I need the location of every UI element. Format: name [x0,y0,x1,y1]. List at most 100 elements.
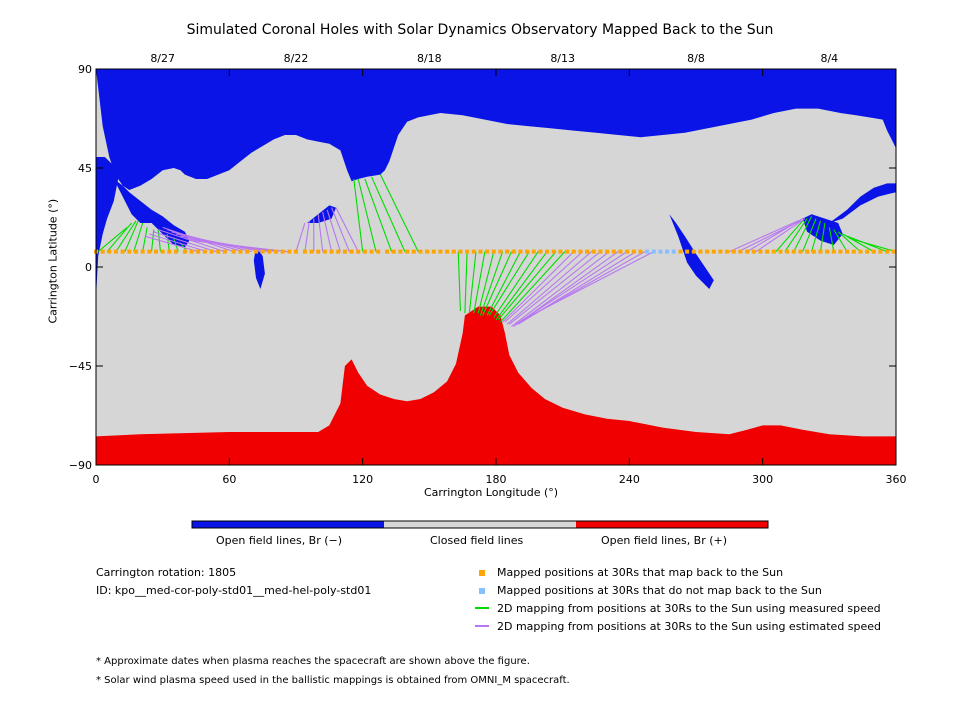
mapped-position-point-92 [751,249,756,254]
mapped-position-point-67 [551,249,556,254]
measured-mapping-line-14 [371,176,406,252]
mapped-position-point-52 [451,249,456,254]
colorbar-frame [191,520,769,529]
mapped-position-point-69 [565,249,570,254]
unmapped-position-point-3 [665,249,670,254]
estimated-mapping-line-2 [153,231,217,253]
colorbar-label-open-negative: Open field lines, Br (−) [216,534,343,547]
estimated-mapping-line-22 [508,251,601,325]
unmapped-position-point-1 [651,249,656,254]
legend-swatch-mapped [479,570,485,576]
estimated-mapping-line-29 [729,220,799,253]
mapped-position-point-20 [231,249,236,254]
measured-mapping-line-2 [115,220,137,252]
measured-mapping-line-13 [364,178,393,252]
measured-mapping-line-16 [457,251,461,312]
unmapped-position-point-0 [645,249,650,254]
x-tick-label-6: 360 [886,473,907,486]
mapped-position-point-103 [825,249,830,254]
mapped-position-point-82 [685,249,690,254]
legend-label-measured: 2D mapping from positions at 30Rs to the… [497,602,881,615]
x-tick-label-0: 0 [93,473,100,486]
x-tick-label-2: 120 [352,473,373,486]
mapped-position-point-40 [369,249,374,254]
mapped-position-point-56 [478,249,483,254]
mapped-position-point-45 [405,249,410,254]
estimated-mapping-line-31 [746,218,803,253]
unmapped-position-point-4 [671,249,676,254]
measured-mapping-line-31 [793,216,813,252]
measured-mapping-line-22 [482,251,513,316]
mapped-position-point-60 [505,249,510,254]
mapped-position-point-30 [302,249,307,254]
mapped-position-point-85 [705,249,710,254]
estimated-mapping-line-21 [506,251,592,325]
y-tick-label-0: 90 [78,63,92,76]
open-field-patch-6 [829,183,896,223]
x-tick-label-3: 180 [486,473,507,486]
mapped-position-point-7 [140,249,145,254]
y-tick-label-1: 45 [78,162,92,175]
mapped-position-point-46 [411,249,416,254]
mapped-position-point-29 [294,249,298,254]
y-tick-label-2: 0 [85,261,92,274]
date-tick-label-4: 8/8 [687,52,705,65]
mapped-position-point-48 [425,249,430,254]
measured-mapping-line-1 [106,222,132,252]
measured-mapping-line-17 [464,251,468,314]
mapped-position-point-51 [445,249,450,254]
y-tick-label-4: −90 [69,459,92,472]
measured-mapping-line-30 [784,218,808,252]
measured-mapping-line-29 [775,220,804,252]
mapped-position-point-3 [114,249,118,254]
mapped-position-point-68 [558,249,563,254]
measured-mapping-line-6 [151,229,155,252]
mapped-position-point-24 [260,249,265,254]
mapped-position-point-22 [245,249,250,254]
mapped-position-point-112 [885,249,890,254]
measured-mapping-line-18 [468,251,477,314]
measured-mapping-line-32 [802,218,817,252]
mapped-position-point-59 [498,249,503,254]
mapped-position-point-75 [605,249,610,254]
mapped-position-point-110 [871,249,876,254]
mapped-position-point-71 [578,249,583,254]
mapped-position-point-94 [765,249,770,254]
colorbar-segment-1 [384,521,576,528]
x-axis-label: Carrington Longitude (°) [424,486,559,499]
mapped-position-point-16 [202,249,207,254]
mapped-position-point-49 [431,249,436,254]
estimated-mapping-line-11 [295,222,306,252]
measured-mapping-line-36 [833,229,848,252]
legend-label-not-mapped: Mapped positions at 30Rs that do not map… [497,584,822,597]
mapped-position-point-8 [147,249,152,254]
mapped-position-point-54 [465,249,470,254]
mapped-position-point-35 [336,249,341,254]
mapped-position-point-87 [718,249,723,254]
mapped-position-point-5 [127,249,132,254]
estimated-mapping-line-17 [331,207,350,252]
measured-mapping-line-12 [357,178,377,252]
mapped-position-point-10 [160,249,165,254]
colorbar-segment-2 [576,521,768,528]
measured-mapping-line-33 [811,220,821,252]
mapped-position-point-84 [698,249,703,254]
mapped-position-point-26 [274,249,278,254]
mapped-position-point-13 [182,249,187,254]
measured-mapping-line-4 [133,222,144,252]
mapped-position-point-108 [858,249,863,254]
measured-mapping-line-37 [837,231,861,253]
mapped-position-point-50 [438,249,443,254]
legend-label-estimated: 2D mapping from positions at 30Rs to the… [497,620,882,633]
mapped-position-point-99 [798,249,803,254]
mapped-position-point-33 [322,249,327,254]
estimated-mapping-line-1 [149,233,208,253]
mapped-position-point-32 [316,249,321,254]
measured-mapping-line-28 [500,251,566,323]
mapped-position-point-41 [376,249,381,254]
date-tick-label-1: 8/22 [284,52,309,65]
mapped-position-point-34 [329,249,334,254]
measured-mapping-line-20 [477,251,495,314]
y-tick-label-3: −45 [69,360,92,373]
